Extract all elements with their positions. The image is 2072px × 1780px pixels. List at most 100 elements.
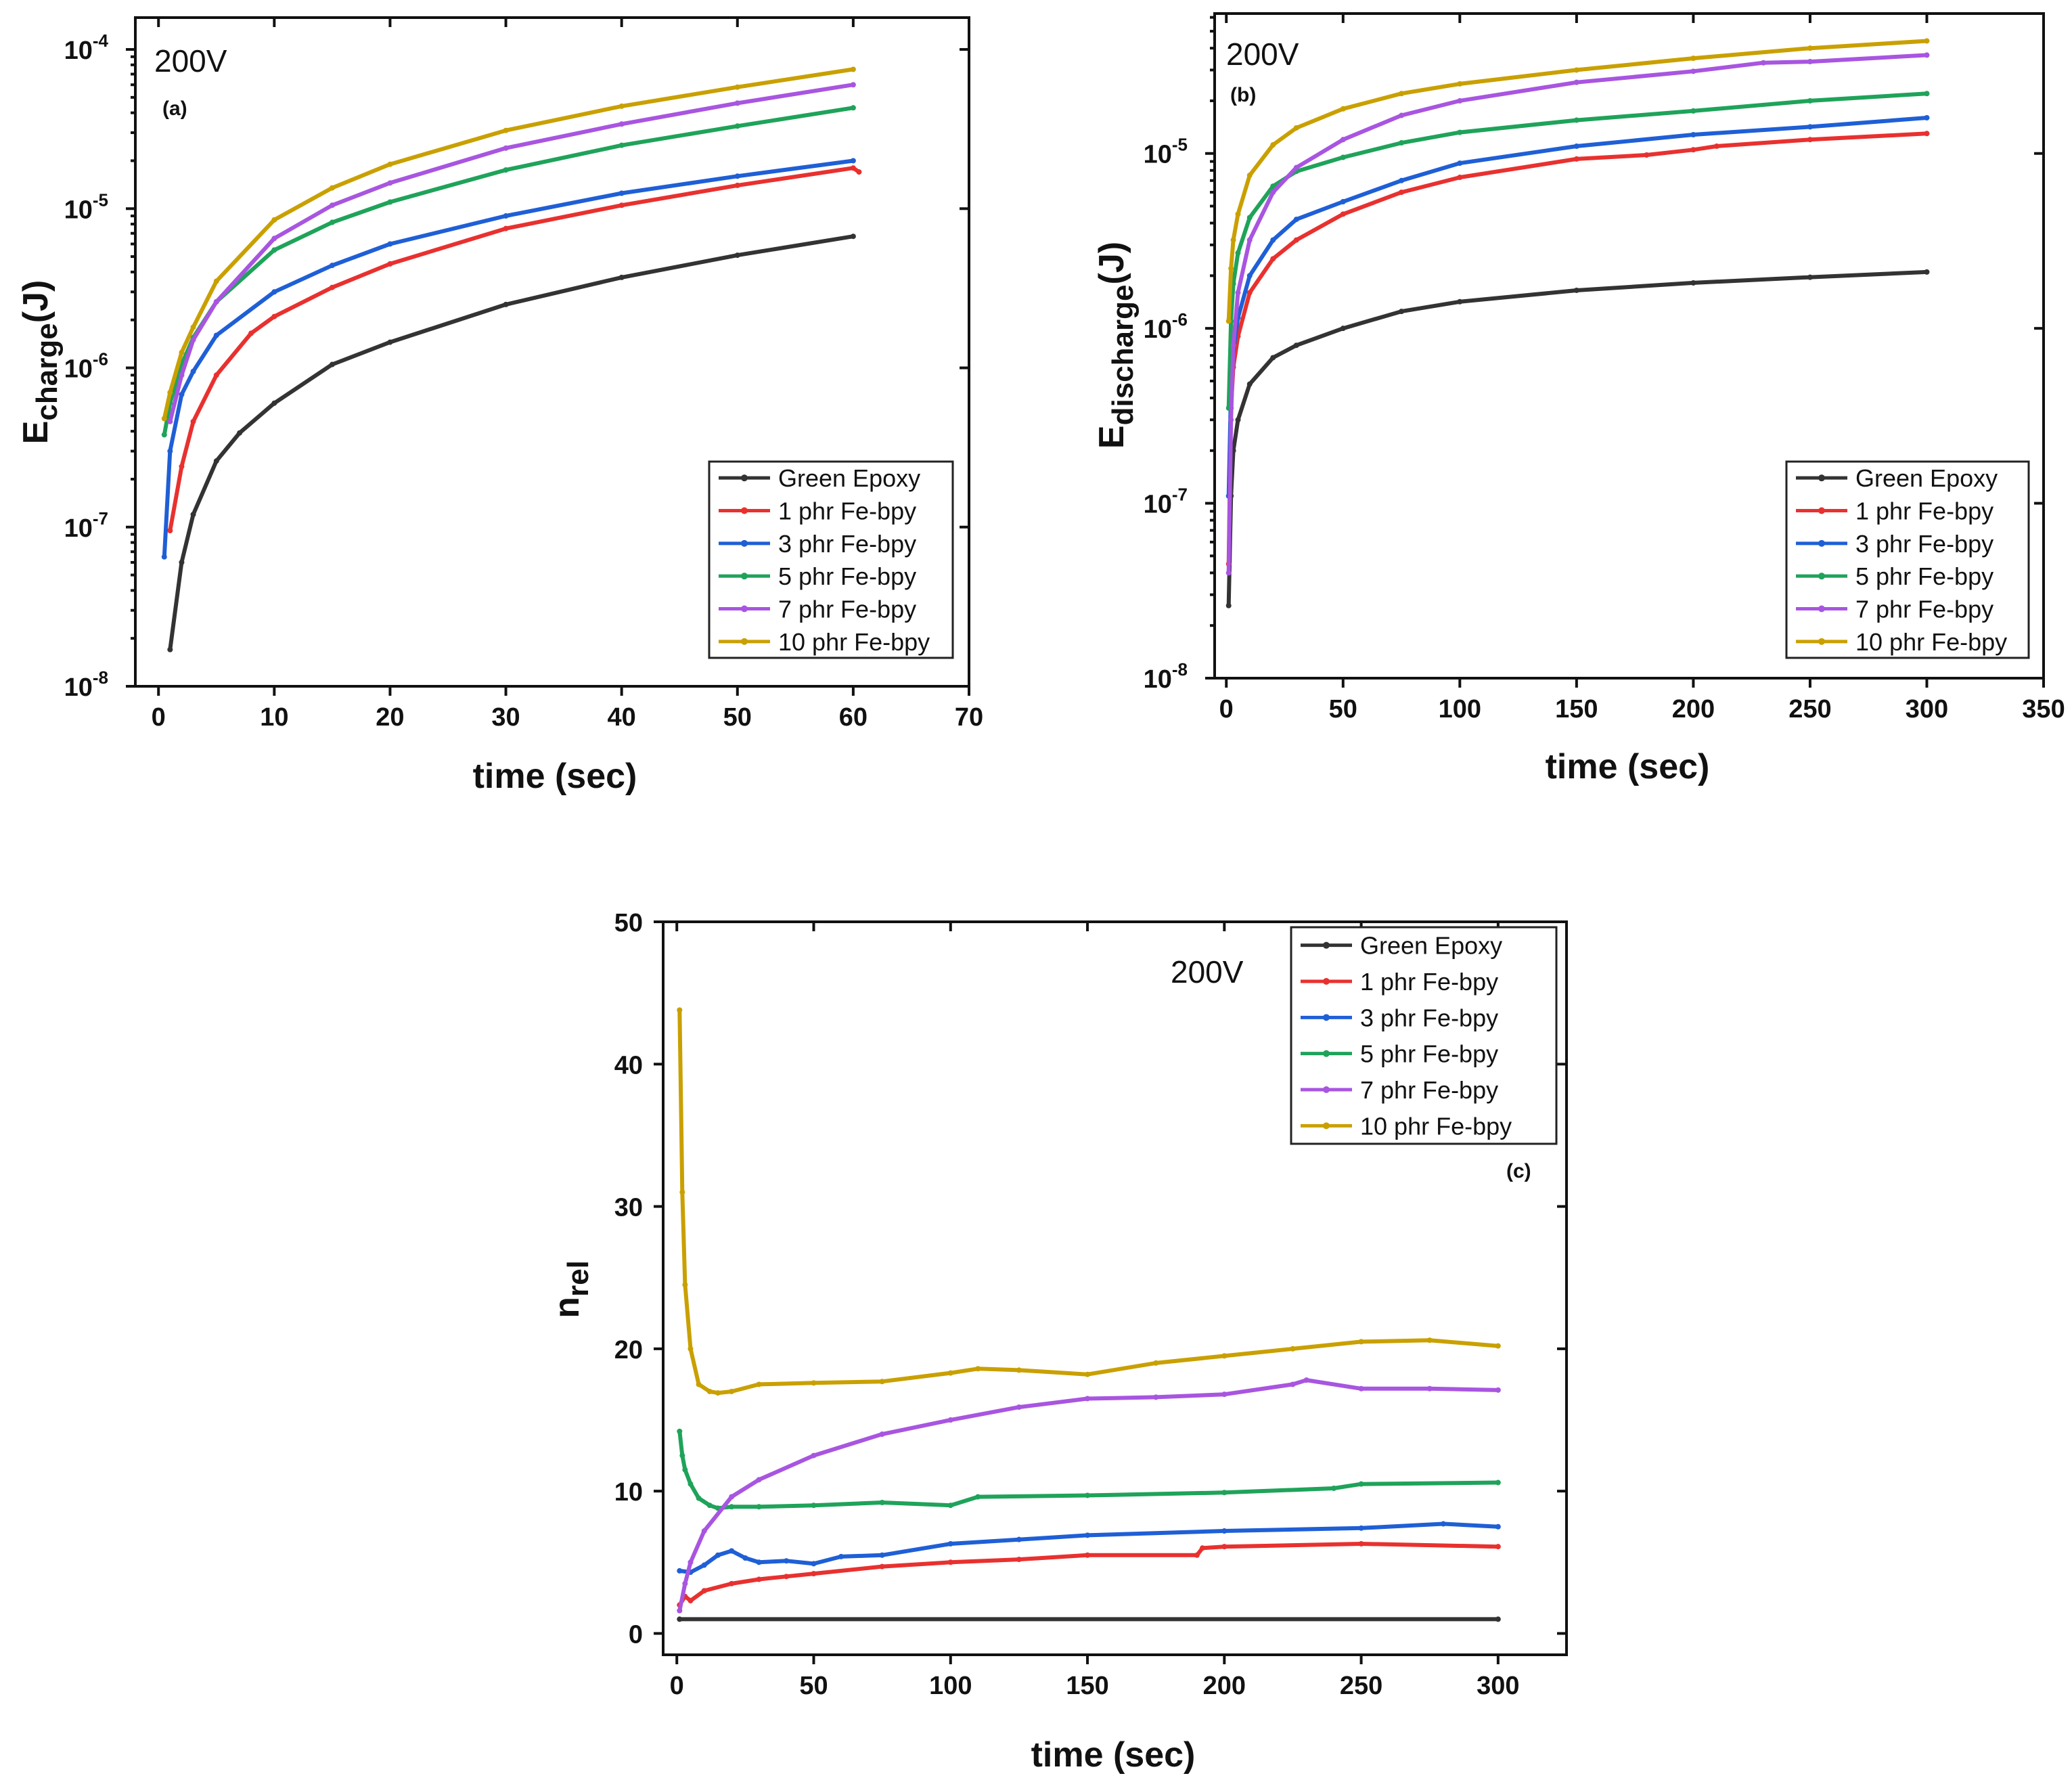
legend-marker — [741, 573, 748, 580]
data-point — [1573, 287, 1579, 293]
data-point — [1924, 91, 1930, 97]
legend-label: Green Epoxy — [1360, 932, 1502, 960]
data-point — [190, 337, 196, 343]
legend-marker — [1323, 1014, 1330, 1021]
data-point — [190, 512, 196, 518]
plot-frame — [134, 16, 970, 688]
data-point — [701, 1588, 707, 1594]
data-point — [1235, 211, 1241, 217]
y-tick-label: 10 — [614, 1478, 643, 1507]
y-tick-label: 40 — [614, 1051, 643, 1080]
data-point — [618, 142, 625, 148]
legend-label: 5 phr Fe-bpy — [778, 562, 916, 590]
data-point — [682, 1580, 688, 1586]
y-axis-title-main: E — [16, 421, 55, 445]
legend-marker — [1818, 539, 1825, 547]
data-point — [1358, 1525, 1364, 1531]
x-tick-label: 350 — [2022, 695, 2065, 724]
data-point — [271, 217, 277, 223]
legend-marker — [1323, 978, 1330, 985]
data-point — [856, 169, 862, 175]
data-point — [618, 190, 625, 196]
y-axis-title: Echarge(J) — [16, 280, 64, 445]
x-tick-label: 50 — [723, 703, 752, 732]
data-point — [729, 1494, 735, 1500]
data-point — [1358, 1540, 1364, 1547]
legend-marker — [1818, 605, 1825, 613]
data-point — [1426, 1385, 1433, 1392]
data-point — [213, 332, 219, 338]
data-point — [1270, 142, 1276, 148]
data-point — [1399, 112, 1405, 118]
data-point — [1331, 1485, 1337, 1491]
data-point — [1399, 190, 1405, 196]
data-point — [1924, 269, 1930, 275]
y-tick-exponent: -8 — [93, 667, 108, 688]
data-point — [879, 1379, 885, 1385]
legend-label: 3 phr Fe-bpy — [1360, 1004, 1498, 1031]
y-tick-label: 10-4 — [64, 30, 109, 65]
voltage-annotation: 200V — [154, 43, 227, 79]
legend-marker — [741, 605, 748, 613]
data-point — [1016, 1404, 1022, 1410]
data-point — [1495, 1479, 1501, 1486]
data-point — [387, 180, 393, 186]
data-point — [1270, 256, 1276, 262]
y-tick-label: 50 — [614, 909, 643, 937]
legend-marker — [1818, 638, 1825, 645]
legend: Green Epoxy 1 phr Fe-bpy 3 phr Fe-bpy 5 phr… — [1785, 460, 2030, 659]
data-point — [329, 263, 335, 269]
data-point — [975, 1366, 981, 1372]
data-point — [679, 1452, 685, 1459]
data-point — [387, 241, 393, 247]
data-point — [1246, 381, 1253, 387]
data-point — [1690, 280, 1696, 286]
data-point — [1690, 108, 1696, 114]
y-tick-base: 10 — [1144, 665, 1172, 694]
data-point — [756, 1559, 762, 1565]
data-point — [179, 372, 185, 378]
data-point — [1495, 1616, 1501, 1622]
y-tick-exponent: -5 — [1172, 135, 1188, 155]
x-tick-label: 60 — [839, 703, 868, 732]
data-point — [1246, 273, 1253, 279]
data-point — [167, 528, 173, 534]
data-point — [811, 1452, 817, 1459]
y-tick-label: 10-8 — [1144, 659, 1188, 694]
data-point — [503, 127, 509, 133]
x-tick-label: 200 — [1203, 1672, 1246, 1700]
legend-frame — [708, 460, 954, 659]
data-point — [682, 1282, 688, 1288]
panel-label: (c) — [1506, 1160, 1531, 1182]
legend-marker — [1323, 1086, 1330, 1093]
data-point — [947, 1503, 953, 1509]
data-point — [387, 339, 393, 345]
data-point — [1573, 79, 1579, 85]
y-tick-base: 10 — [64, 355, 93, 384]
y-tick-exponent: -7 — [93, 508, 108, 529]
data-point — [1199, 1545, 1205, 1551]
data-point — [1085, 1492, 1091, 1498]
data-point — [879, 1431, 885, 1438]
y-axis-title-sub: rel — [562, 1260, 595, 1297]
x-tick-label: 0 — [670, 1672, 684, 1700]
data-point — [1153, 1360, 1159, 1366]
data-point — [784, 1558, 790, 1564]
legend-marker — [1818, 474, 1825, 482]
data-point — [213, 298, 219, 305]
data-point — [677, 1007, 683, 1013]
data-point — [1221, 1490, 1228, 1496]
data-point — [729, 1504, 735, 1510]
data-point — [734, 252, 740, 259]
data-point — [1573, 117, 1579, 123]
data-point — [503, 225, 509, 231]
data-point — [167, 389, 173, 395]
y-axis-title: nrel — [547, 1260, 595, 1318]
series-line-a-0 — [168, 234, 855, 652]
legend-marker — [1818, 573, 1825, 580]
y-tick-base: 10 — [1144, 491, 1172, 519]
data-point — [1246, 290, 1253, 296]
data-point — [811, 1380, 817, 1386]
data-point — [1690, 147, 1696, 153]
x-tick-label: 100 — [1439, 695, 1481, 724]
